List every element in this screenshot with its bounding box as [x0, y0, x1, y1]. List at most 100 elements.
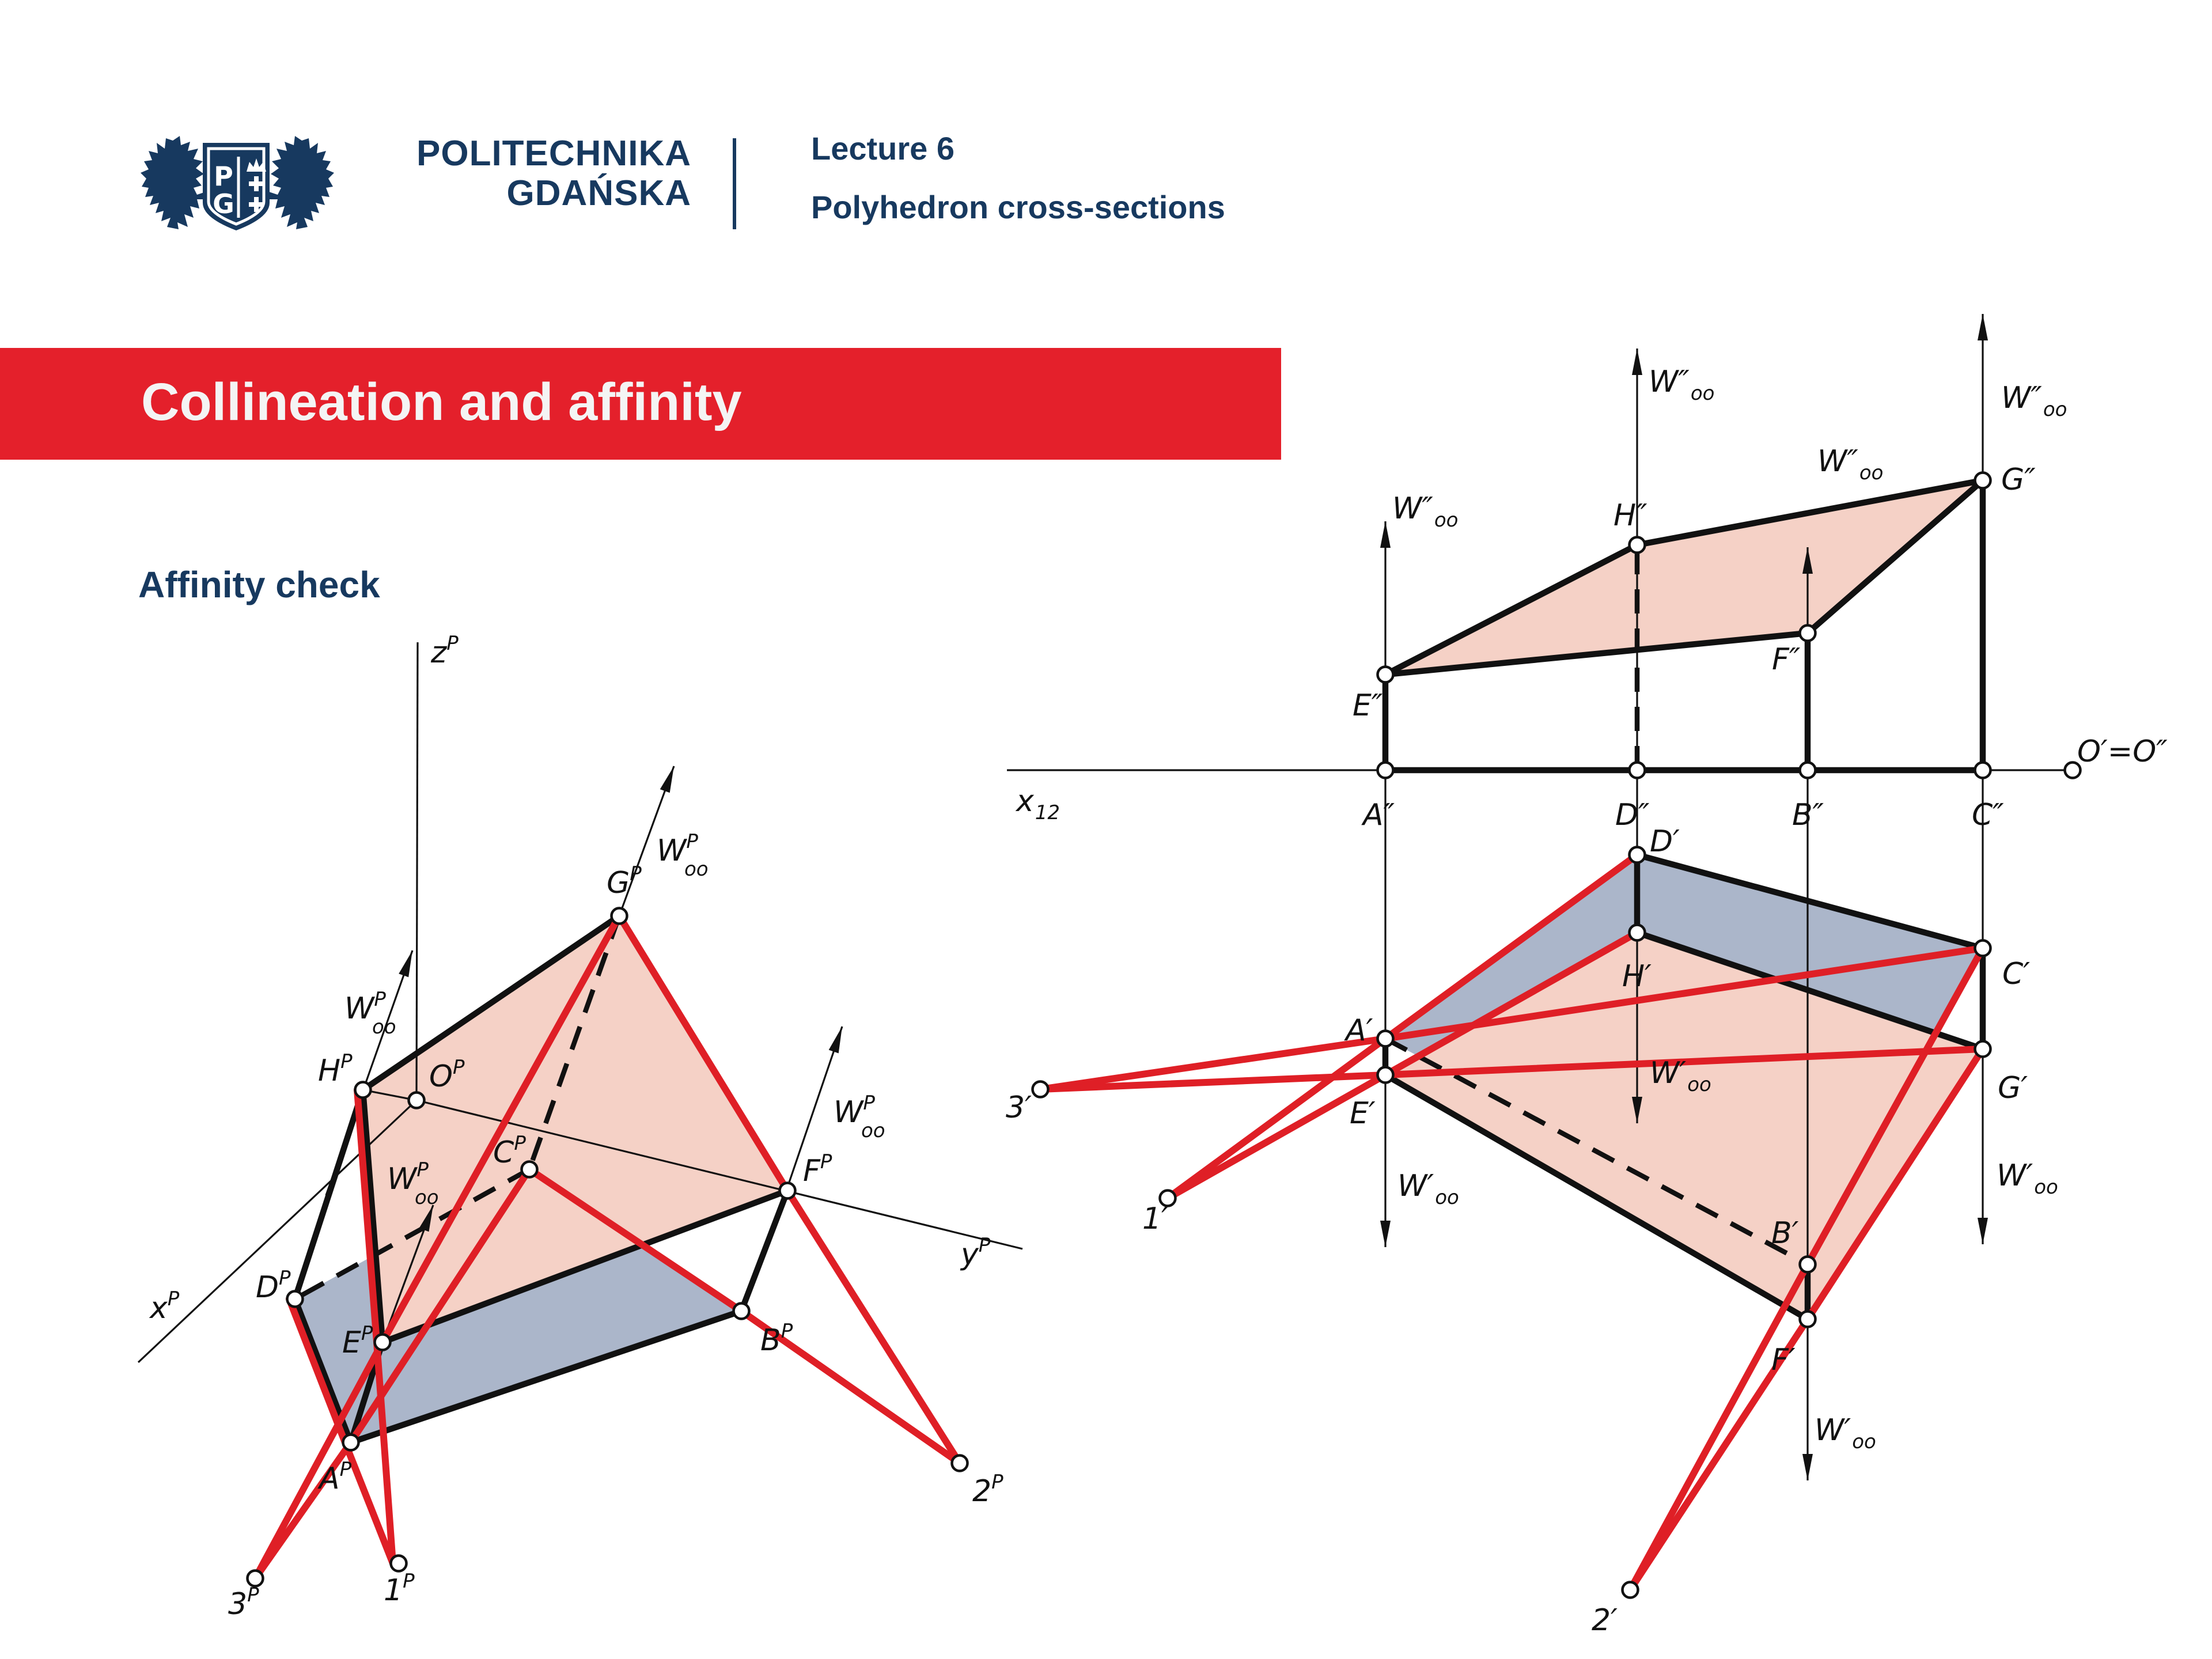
point-P2	[1621, 1581, 1639, 1599]
point-C2	[1974, 761, 1992, 779]
point-O2	[2063, 761, 2082, 779]
arrowhead	[399, 950, 412, 978]
direction-line	[765, 1026, 843, 1251]
construction-line	[362, 1089, 417, 1101]
arrowhead	[828, 1027, 842, 1054]
label-A-P: AP	[317, 1458, 352, 1496]
edge	[359, 1086, 386, 1346]
label-A-pri: A′	[1344, 1013, 1373, 1048]
label-E-sec: E″	[1353, 688, 1383, 723]
label-E-P: EP	[342, 1322, 373, 1360]
arrowhead	[419, 1205, 433, 1232]
edge	[1634, 477, 1986, 548]
label-D-pri: D′	[1650, 824, 1680, 859]
construction-line	[416, 1099, 1023, 1250]
hidden-edge	[293, 1167, 531, 1301]
point-A2	[1376, 761, 1395, 779]
label-x12-axis: x12	[1015, 784, 1060, 824]
label-w-inf-b2: W″oo	[1817, 444, 1883, 484]
university-crest: P G	[141, 136, 334, 230]
construction-line	[415, 642, 419, 1101]
label-w-inf-c2: W″oo	[2001, 381, 2067, 421]
point-H1	[1628, 923, 1646, 942]
face-section_pink	[1385, 480, 1983, 675]
label-G-pri: G′	[1998, 1071, 2028, 1105]
label-pt2-P: 2P	[972, 1471, 1003, 1509]
label-B-P: BP	[760, 1320, 793, 1358]
point-A1	[1376, 1029, 1395, 1048]
university-name: POLITECHNIKA GDAŃSKA	[346, 134, 691, 214]
arrowhead	[1978, 1218, 1988, 1244]
label-w-inf-d1: W′oo	[1650, 1056, 1711, 1096]
point-E1	[1376, 1066, 1395, 1084]
label-w-inf-e: WP oo	[387, 1158, 439, 1209]
label-G-P: GP	[607, 862, 642, 900]
arrowhead	[1380, 521, 1391, 548]
point-O	[407, 1091, 426, 1109]
arrowhead	[660, 766, 674, 793]
label-w-inf-h: WP oo	[344, 988, 396, 1039]
edge	[1382, 541, 1641, 678]
arrowhead	[1632, 1097, 1642, 1123]
label-D-P: DP	[256, 1267, 291, 1305]
label-pt1-pri: 1′	[1142, 1202, 1168, 1236]
slide-title: Collineation and affinity	[141, 373, 742, 431]
crest-cross-icon	[249, 176, 264, 212]
label-w-inf-f: WP oo	[834, 1092, 885, 1142]
label-F-pri: F′	[1771, 1343, 1796, 1377]
point-C1	[1974, 939, 1992, 957]
label-H-sec: H″	[1613, 498, 1647, 533]
point-H2	[1628, 536, 1646, 554]
label-G-sec: G″	[2001, 463, 2036, 497]
university-name-line2: GDAŃSKA	[506, 173, 691, 214]
point-B1	[1798, 1255, 1817, 1274]
label-z-axis: zP	[430, 632, 459, 670]
edge	[1382, 630, 1811, 678]
lecture-block: Lecture 6 Polyhedron cross-sections	[811, 132, 1225, 224]
point-G	[610, 907, 628, 925]
label-D-sec: D″	[1615, 798, 1650, 832]
point-C	[520, 1160, 539, 1179]
point-D1	[1628, 846, 1646, 864]
edge	[379, 1187, 791, 1346]
label-B-sec: B″	[1792, 798, 1824, 832]
crest-letter-p: P	[214, 161, 233, 192]
arrowhead	[1632, 349, 1642, 375]
crest-letter-g: G	[213, 188, 234, 219]
crest-shield: P G	[203, 143, 270, 230]
label-w-inf-g: WP oo	[657, 830, 709, 881]
edge	[1804, 477, 1986, 637]
section-heading: Affinity check	[138, 564, 380, 605]
point-E	[373, 1333, 392, 1351]
point-P1	[389, 1554, 408, 1573]
arrowhead	[1380, 1221, 1391, 1247]
point-P3	[1031, 1080, 1050, 1099]
lecture-title: Polyhedron cross-sections	[811, 189, 1225, 225]
label-C-P: CP	[493, 1132, 526, 1170]
label-pt3-P: 3P	[228, 1584, 259, 1622]
point-D2	[1628, 761, 1646, 779]
label-pt2-pri: 2′	[1592, 1603, 1618, 1638]
edge	[1634, 929, 1986, 1052]
label-H-pri: H′	[1622, 959, 1652, 994]
label-w-inf-a1: W′oo	[1397, 1169, 1459, 1209]
edge	[359, 912, 623, 1093]
point-A	[342, 1433, 360, 1452]
label-E-pri: E′	[1350, 1096, 1376, 1131]
point-F1	[1798, 1310, 1817, 1328]
lecture-number: Lecture 6	[811, 130, 955, 166]
lion-right-icon	[264, 136, 334, 229]
label-A-sec: A″	[1361, 798, 1395, 832]
point-B	[732, 1302, 751, 1320]
direction-line	[618, 766, 675, 916]
edge	[347, 1308, 745, 1446]
title-banner: Collineation and affinity	[0, 348, 1281, 460]
direction-line	[325, 950, 414, 1196]
university-name-line1: POLITECHNIKA	[416, 134, 691, 173]
label-C-pri: C′	[2002, 957, 2030, 991]
crest-crown-icon	[247, 158, 266, 172]
arrowhead	[1802, 547, 1813, 574]
label-pt1-P: 1P	[384, 1570, 415, 1608]
